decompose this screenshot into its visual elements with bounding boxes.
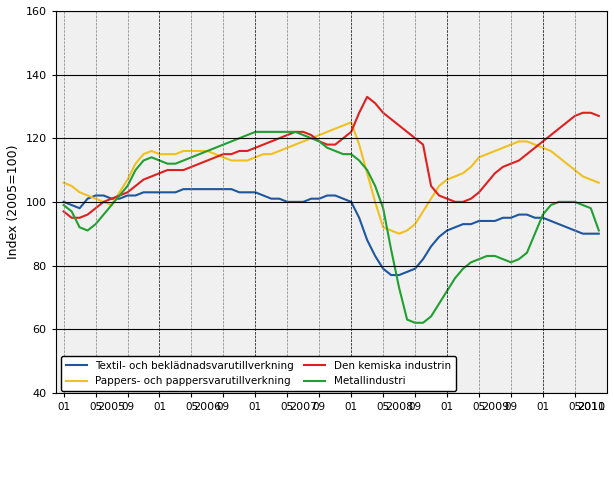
Metallindustri: [595, 228, 602, 233]
Textil- och beklädnadsvarutillverkning: [459, 221, 467, 227]
Metallindustri: [435, 301, 443, 307]
Den kemiska industrin: [68, 215, 76, 221]
Text: 2010: 2010: [577, 402, 605, 412]
Textil- och beklädnadsvarutillverkning: [180, 186, 187, 192]
Line: Metallindustri: Metallindustri: [64, 132, 599, 323]
Text: 2005: 2005: [98, 402, 126, 412]
Line: Textil- och beklädnadsvarutillverkning: Textil- och beklädnadsvarutillverkning: [64, 189, 599, 275]
Line: Pappers- och pappersvarutillverkning: Pappers- och pappersvarutillverkning: [64, 122, 599, 234]
Legend: Textil- och beklädnadsvarutillverkning, Pappers- och pappersvarutillverkning, De: Textil- och beklädnadsvarutillverkning, …: [61, 356, 456, 391]
Text: 2011: 2011: [577, 402, 605, 412]
Pappers- och pappersvarutillverkning: [395, 231, 403, 237]
Textil- och beklädnadsvarutillverkning: [60, 199, 68, 205]
Den kemiska industrin: [60, 208, 68, 214]
Text: 2008: 2008: [385, 402, 413, 412]
Metallindustri: [60, 202, 68, 208]
Pappers- och pappersvarutillverkning: [595, 180, 602, 186]
Metallindustri: [563, 199, 570, 205]
Textil- och beklädnadsvarutillverkning: [555, 221, 562, 227]
Textil- och beklädnadsvarutillverkning: [595, 231, 602, 237]
Textil- och beklädnadsvarutillverkning: [547, 218, 554, 224]
Textil- och beklädnadsvarutillverkning: [435, 234, 443, 240]
Pappers- och pappersvarutillverkning: [459, 171, 467, 176]
Text: 2007: 2007: [289, 402, 317, 412]
Textil- och beklädnadsvarutillverkning: [499, 215, 507, 221]
Den kemiska industrin: [547, 132, 554, 138]
Text: 2006: 2006: [193, 402, 222, 412]
Den kemiska industrin: [555, 126, 562, 132]
Pappers- och pappersvarutillverkning: [547, 148, 554, 154]
Pappers- och pappersvarutillverkning: [499, 145, 507, 150]
Metallindustri: [499, 256, 507, 262]
Text: 2009: 2009: [481, 402, 509, 412]
Den kemiska industrin: [435, 193, 443, 198]
Metallindustri: [555, 199, 562, 205]
Metallindustri: [411, 320, 419, 326]
Y-axis label: Index (2005=100): Index (2005=100): [7, 145, 20, 259]
Metallindustri: [459, 266, 467, 272]
Line: Den kemiska industrin: Den kemiska industrin: [64, 97, 599, 218]
Textil- och beklädnadsvarutillverkning: [387, 272, 395, 278]
Pappers- och pappersvarutillverkning: [563, 161, 570, 167]
Metallindustri: [252, 129, 259, 135]
Metallindustri: [547, 202, 554, 208]
Den kemiska industrin: [499, 164, 507, 170]
Den kemiska industrin: [563, 119, 570, 125]
Den kemiska industrin: [595, 113, 602, 119]
Pappers- och pappersvarutillverkning: [555, 154, 562, 160]
Pappers- och pappersvarutillverkning: [348, 119, 355, 125]
Den kemiska industrin: [363, 94, 371, 100]
Pappers- och pappersvarutillverkning: [435, 183, 443, 189]
Pappers- och pappersvarutillverkning: [60, 180, 68, 186]
Den kemiska industrin: [459, 199, 467, 205]
Textil- och beklädnadsvarutillverkning: [563, 225, 570, 230]
